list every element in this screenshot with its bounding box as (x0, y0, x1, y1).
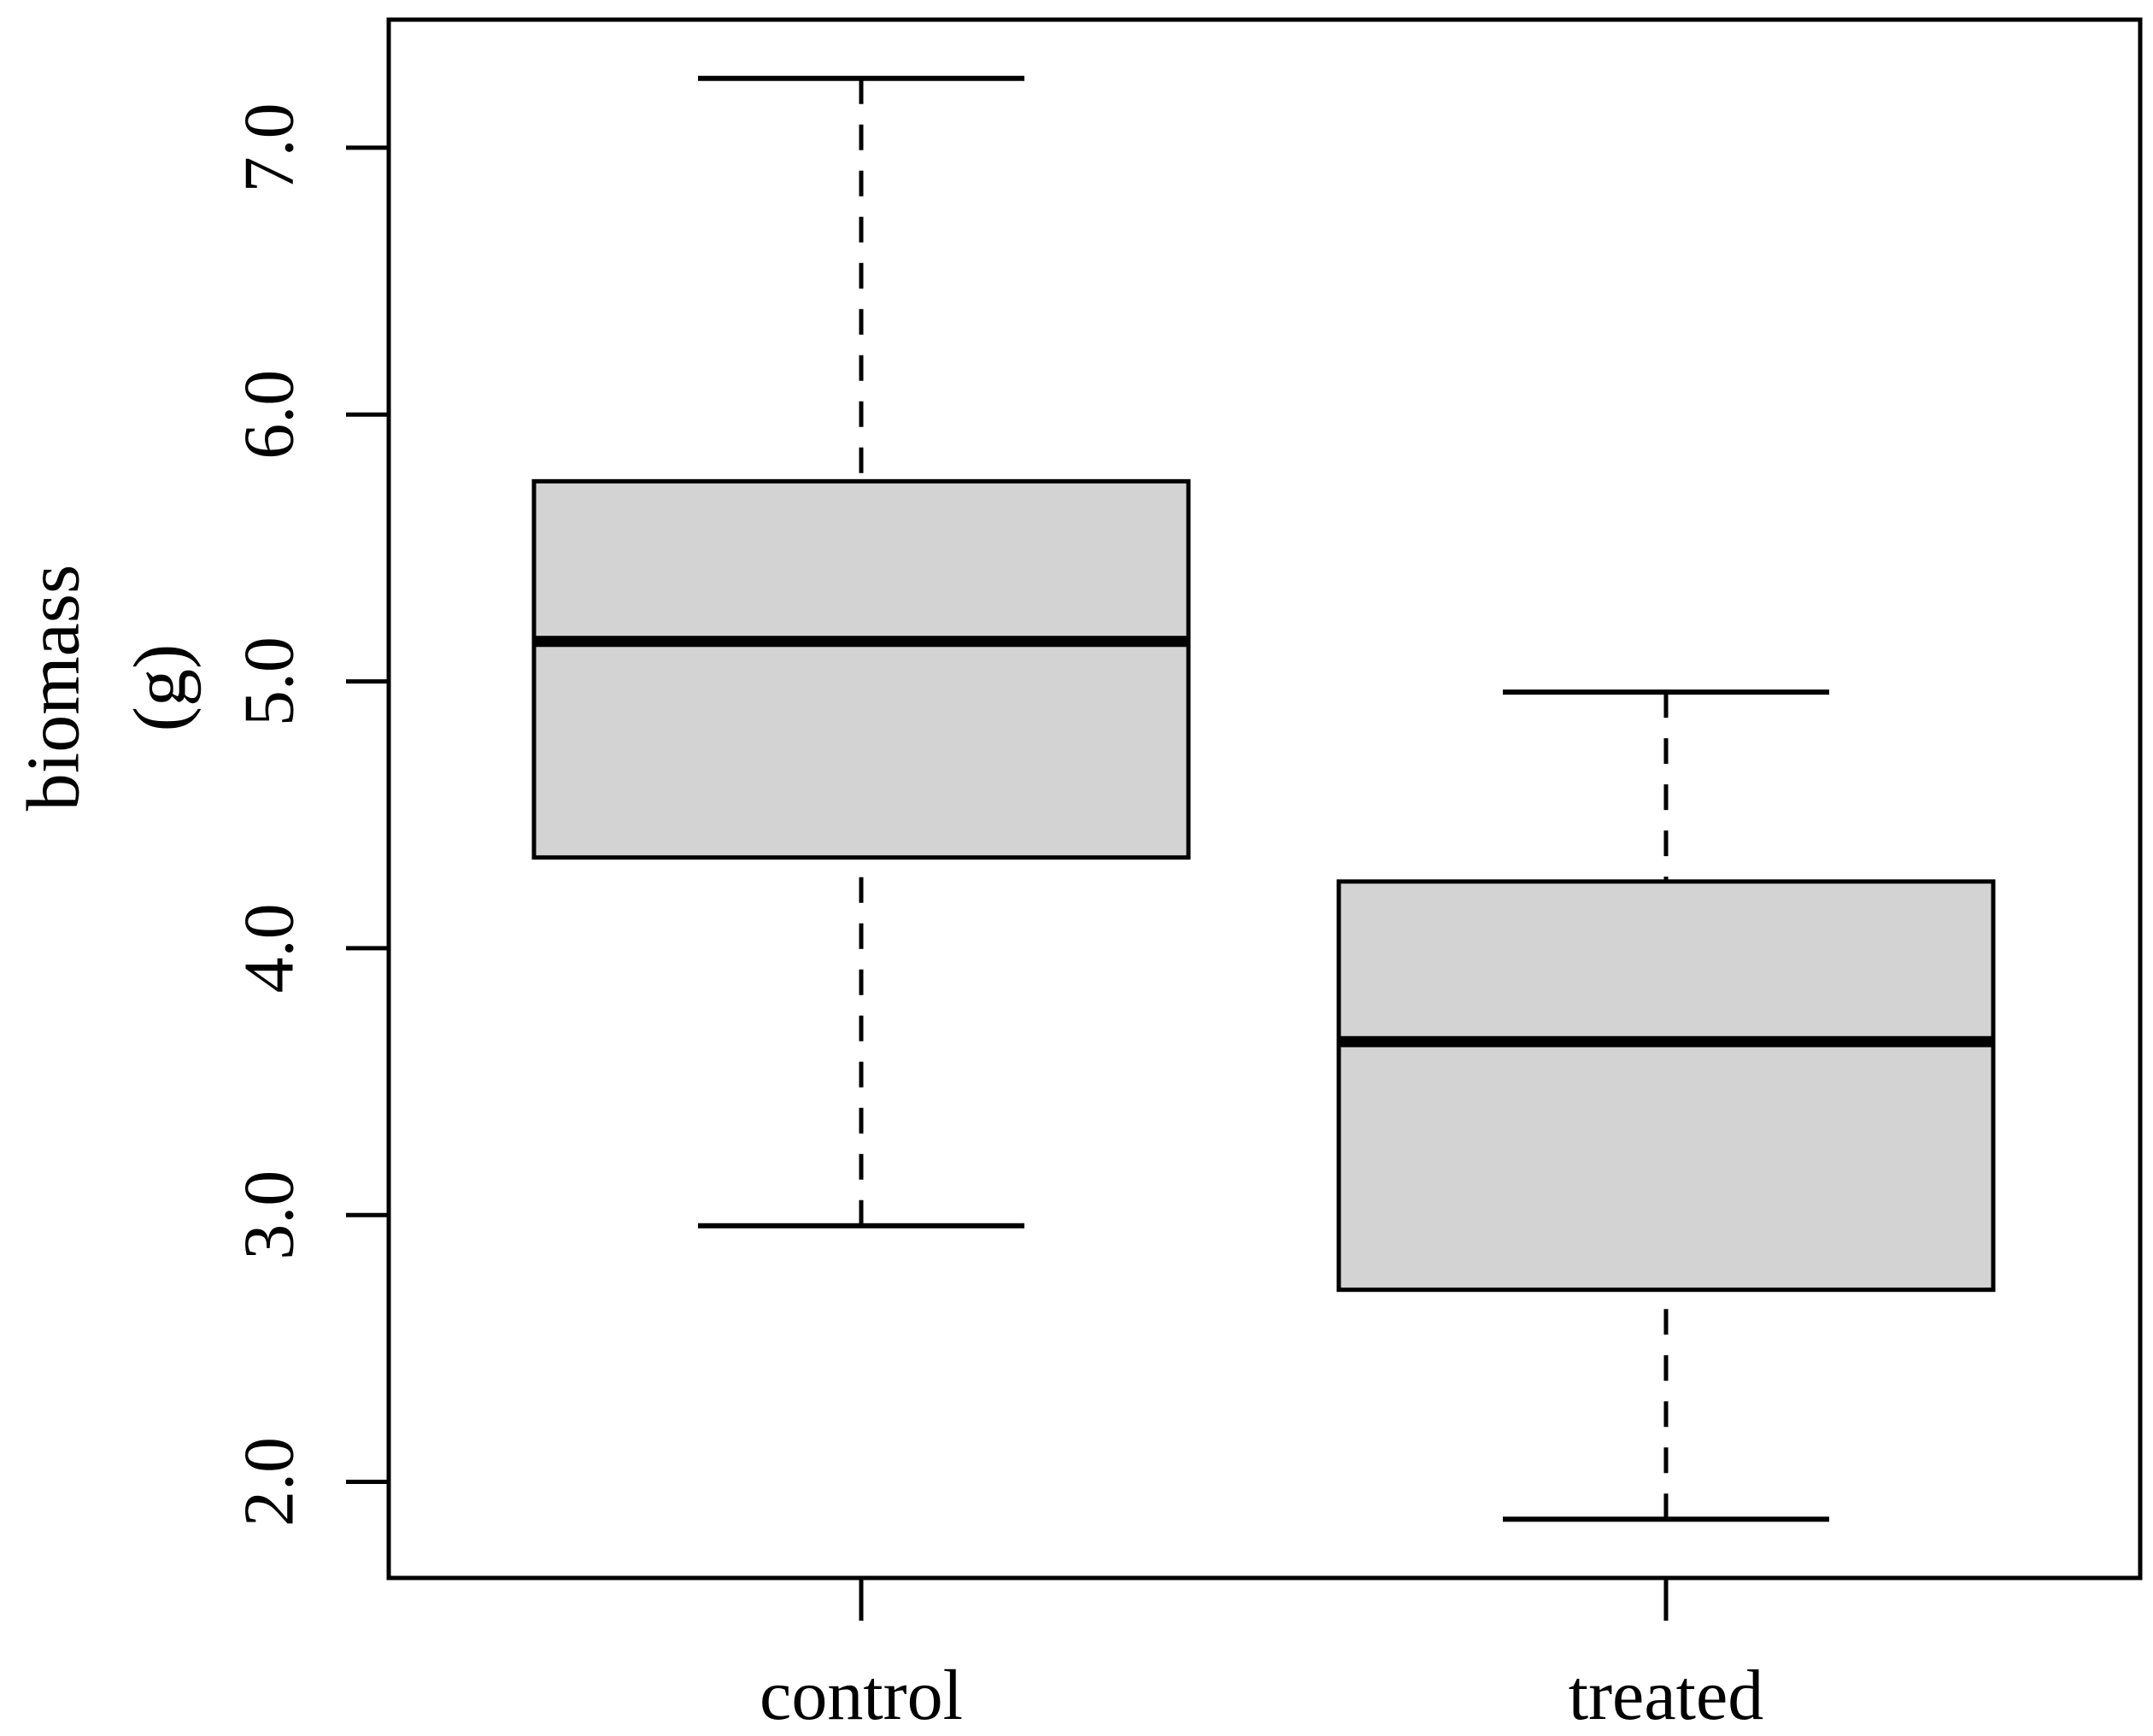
y-axis-tick-label: 5.0 (230, 636, 309, 726)
x-axis-label-control: control (760, 1656, 963, 1735)
plot-border (386, 17, 2143, 1581)
x-axis-label-treated: treated (1569, 1656, 1764, 1735)
y-axis-tick-label: 3.0 (230, 1170, 309, 1260)
y-axis-label-line-1: biomass (13, 565, 96, 811)
y-axis-tick-label: 4.0 (230, 903, 309, 993)
y-axis-tick-label: 7.0 (230, 103, 309, 192)
y-axis-label-line-2: (g) (120, 644, 202, 732)
treated-box (1336, 879, 1996, 1293)
control-box (531, 478, 1191, 860)
y-axis-tick-label: 2.0 (230, 1437, 309, 1527)
y-axis-tick-label: 6.0 (230, 370, 309, 460)
